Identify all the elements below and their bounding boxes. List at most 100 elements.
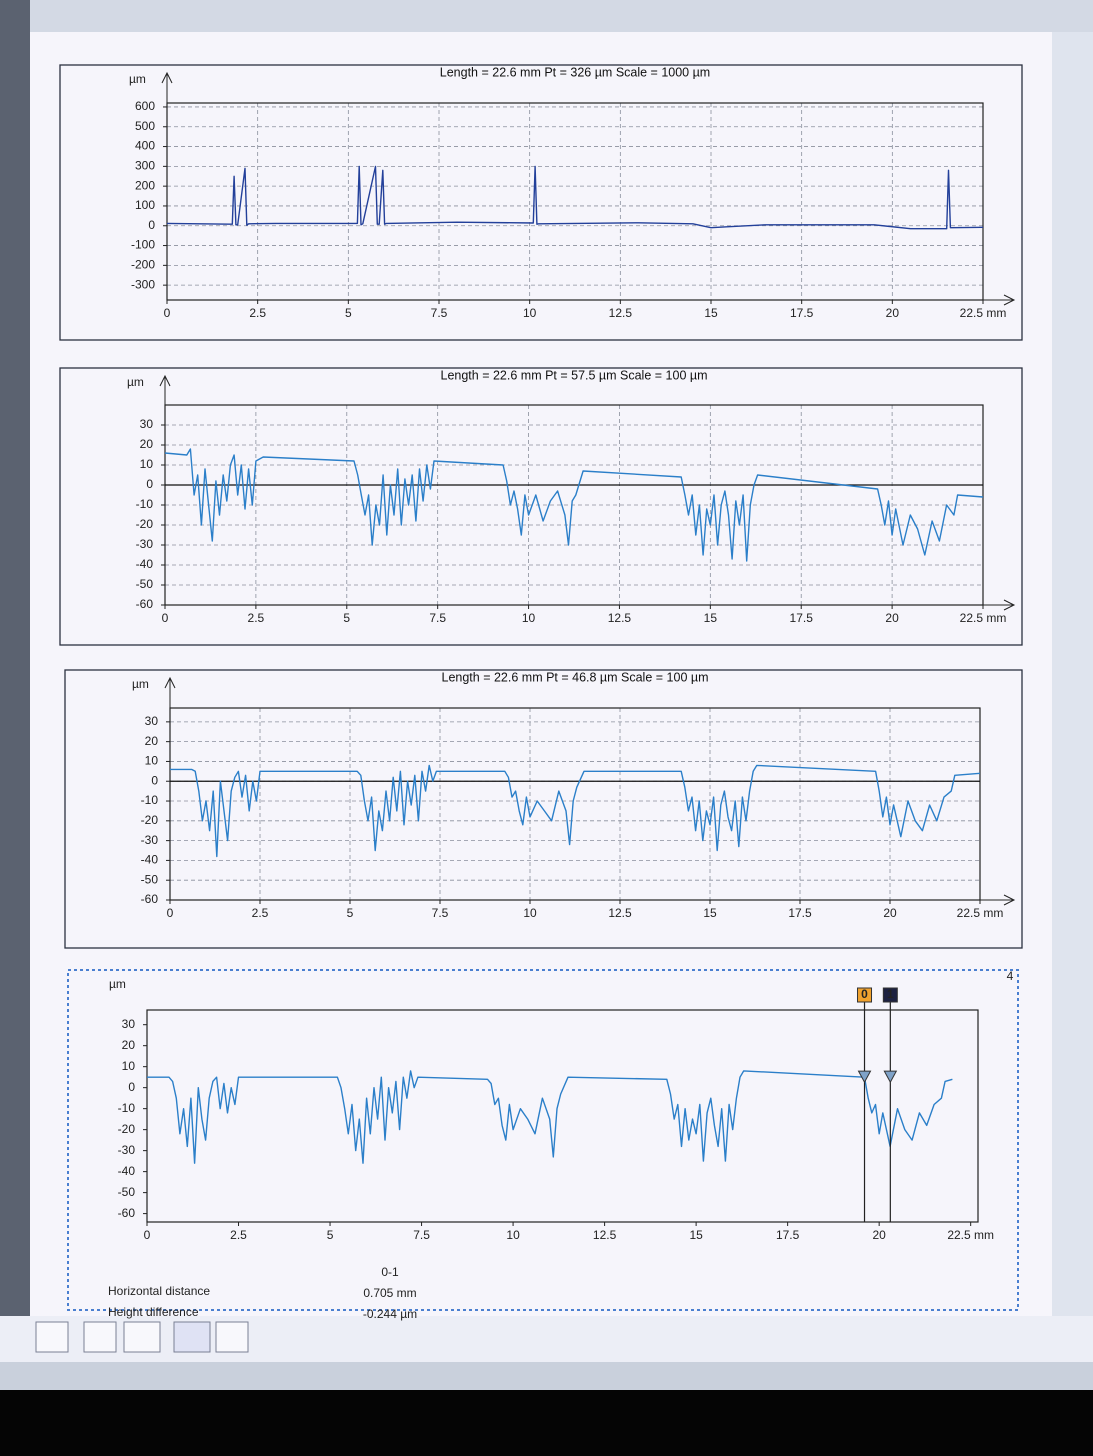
x-tick-label: 17.5 bbox=[776, 1228, 800, 1242]
y-tick-label: -50 bbox=[118, 1185, 136, 1199]
x-tick-label: 12.5 bbox=[608, 906, 632, 920]
arrow-head bbox=[164, 676, 176, 689]
y-tick-label: 0 bbox=[151, 773, 158, 787]
cursor-tag bbox=[882, 987, 898, 1003]
chart-title: Length = 22.6 mm Pt = 57.5 µm Scale = 10… bbox=[441, 368, 708, 382]
application-window bbox=[30, 32, 1052, 1362]
measurement-value: 0.705 mm bbox=[363, 1286, 416, 1300]
y-tick-label: -60 bbox=[141, 892, 159, 906]
plot-frame bbox=[164, 404, 984, 606]
arrow-head bbox=[1003, 894, 1016, 906]
y-tick-label: -20 bbox=[141, 813, 159, 827]
monitor-bezel bbox=[0, 1390, 1093, 1456]
y-axis-label: µm bbox=[129, 72, 146, 86]
taskbar bbox=[0, 1362, 1093, 1390]
y-tick-label: 10 bbox=[122, 1059, 136, 1073]
x-tick-label: 0 bbox=[167, 906, 174, 920]
y-tick-label: 400 bbox=[135, 139, 155, 153]
y-tick-label: 100 bbox=[135, 198, 155, 212]
y-tick-label: -10 bbox=[136, 497, 154, 511]
monitor-edge bbox=[0, 0, 30, 1390]
point-button[interactable] bbox=[83, 1321, 117, 1353]
plot-frame bbox=[169, 707, 981, 901]
plot-frame bbox=[166, 102, 984, 301]
y-tick-label: 0 bbox=[148, 218, 155, 232]
x-tick-label: 15 bbox=[704, 306, 718, 320]
y-tick-label: -10 bbox=[141, 793, 159, 807]
cursor-marker bbox=[857, 1070, 872, 1084]
x-tick-label: 5 bbox=[327, 1228, 334, 1242]
y-tick-label: 0 bbox=[128, 1080, 135, 1094]
x-tick-label: 20 bbox=[885, 611, 899, 625]
y-tick-label: -100 bbox=[131, 238, 155, 252]
x-tick-label: 2.5 bbox=[252, 906, 269, 920]
x-tick-label: 0 bbox=[144, 1228, 151, 1242]
y-tick-label: -50 bbox=[141, 872, 159, 886]
profile-line bbox=[164, 448, 984, 562]
y-tick-label: 500 bbox=[135, 119, 155, 133]
x-tick-label: 20 bbox=[872, 1228, 886, 1242]
measurement-header: 0-1 bbox=[381, 1265, 399, 1279]
x-tick-label: 17.5 bbox=[788, 906, 812, 920]
x-tick-label: 2.5 bbox=[248, 611, 265, 625]
y-tick-label: -40 bbox=[141, 853, 159, 867]
y-tick-label: -40 bbox=[136, 557, 154, 571]
zone-button[interactable] bbox=[123, 1321, 161, 1353]
measurement-label: Horizontal distance bbox=[108, 1284, 210, 1298]
x-tick-label: 15 bbox=[704, 611, 718, 625]
x-tick-label: 5 bbox=[347, 906, 354, 920]
grid-pan-button[interactable] bbox=[215, 1321, 249, 1353]
x-tick-label: 10 bbox=[522, 611, 536, 625]
x-tick-label: 22.5 mm bbox=[960, 611, 1007, 625]
cursor-label: 0 bbox=[861, 987, 868, 1001]
grid-button[interactable] bbox=[173, 1321, 211, 1353]
x-tick-label: 15 bbox=[689, 1228, 703, 1242]
x-tick-label: 5 bbox=[343, 611, 350, 625]
x-tick-label: 7.5 bbox=[432, 906, 449, 920]
window-margin bbox=[1052, 32, 1093, 1362]
y-tick-label: 30 bbox=[145, 714, 159, 728]
arrow-head bbox=[159, 374, 171, 387]
x-tick-label: 22.5 mm bbox=[957, 906, 1004, 920]
x-tick-label: 20 bbox=[883, 906, 897, 920]
x-tick-label: 7.5 bbox=[431, 306, 448, 320]
x-tick-label: 10 bbox=[506, 1228, 520, 1242]
y-tick-label: -200 bbox=[131, 258, 155, 272]
x-tick-label: 12.5 bbox=[608, 611, 632, 625]
x-tick-label: 15 bbox=[703, 906, 717, 920]
x-tick-label: 10 bbox=[523, 906, 537, 920]
profile-line bbox=[147, 1070, 953, 1164]
panel bbox=[64, 669, 1023, 949]
y-tick-label: -20 bbox=[136, 517, 154, 531]
y-tick-label: -20 bbox=[118, 1122, 136, 1136]
y-axis-label: µm bbox=[109, 977, 126, 991]
profile-line bbox=[170, 764, 981, 858]
x-tick-label: 22.5 mm bbox=[960, 306, 1007, 320]
y-tick-label: 30 bbox=[122, 1017, 136, 1031]
y-tick-label: -60 bbox=[118, 1206, 136, 1220]
y-tick-label: -30 bbox=[141, 833, 159, 847]
y-tick-label: 300 bbox=[135, 159, 155, 173]
x-tick-label: 20 bbox=[886, 306, 900, 320]
cursor-label: 1 bbox=[887, 987, 894, 1001]
x-tick-label: 2.5 bbox=[230, 1228, 247, 1242]
x-tick-label: 22.5 mm bbox=[947, 1228, 994, 1242]
panel bbox=[59, 367, 1023, 646]
y-axis-label: µm bbox=[127, 375, 144, 389]
y-tick-label: 20 bbox=[140, 437, 154, 451]
pan-button[interactable] bbox=[35, 1321, 69, 1353]
measurement-value: -0.244 µm bbox=[363, 1307, 417, 1321]
x-tick-label: 12.5 bbox=[593, 1228, 617, 1242]
profile-line bbox=[166, 165, 984, 230]
toolbar-buttons bbox=[35, 1321, 249, 1353]
cursor-marker bbox=[883, 1070, 898, 1084]
arrow-head bbox=[1003, 599, 1016, 611]
x-tick-label: 7.5 bbox=[429, 611, 446, 625]
plot-frame bbox=[146, 1009, 979, 1223]
y-tick-label: 10 bbox=[140, 457, 154, 471]
toolbar bbox=[0, 1316, 1093, 1362]
x-tick-label: 7.5 bbox=[413, 1228, 430, 1242]
y-tick-label: -40 bbox=[118, 1164, 136, 1178]
x-tick-label: 17.5 bbox=[790, 611, 814, 625]
